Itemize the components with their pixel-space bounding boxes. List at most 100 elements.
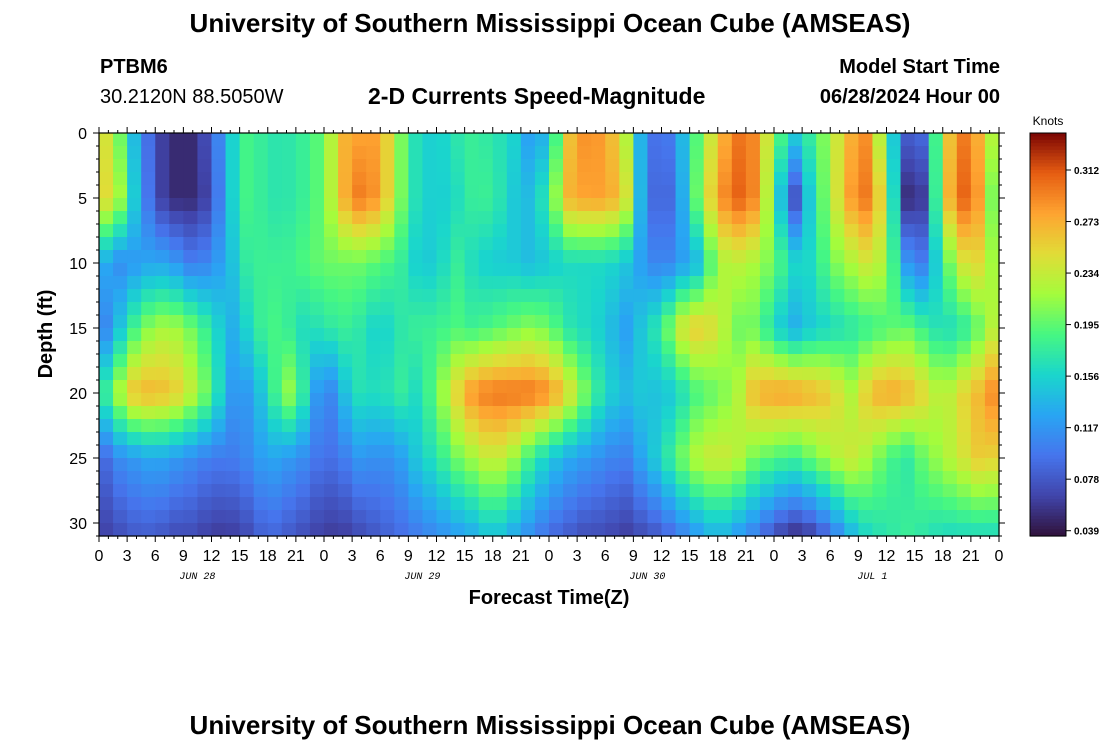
heatmap-cell [183,250,199,264]
heatmap-cell [970,510,986,524]
heatmap-cell [858,224,874,238]
heatmap-cell [506,250,522,264]
heatmap-cell [633,497,649,511]
heatmap-cell [830,289,845,303]
heatmap-cell [703,432,719,446]
colorbar-swatch [1030,378,1066,383]
heatmap-cell [225,237,241,251]
colorbar-swatch [1030,146,1066,151]
heatmap-cell [534,172,550,186]
heatmap-cell [633,328,649,342]
heatmap-cell [844,263,859,277]
heatmap-cell [211,250,227,264]
heatmap-cell [366,458,381,472]
heatmap-cell [295,211,311,225]
heatmap-cell [450,289,466,303]
heatmap-cell [464,419,480,433]
heatmap-cell [942,458,958,472]
day-label: JUN 28 [179,572,215,583]
heatmap-cell [267,224,283,238]
heatmap-cell [127,263,142,277]
heatmap-cell [380,445,395,459]
heatmap-cell [788,185,803,199]
heatmap-cell [619,328,634,342]
heatmap-cell [169,289,184,303]
heatmap-cell [577,159,592,173]
heatmap-cell [942,328,958,342]
heatmap-cell [563,523,578,537]
colorbar-swatch [1030,183,1066,188]
heatmap-cell [141,328,156,342]
heatmap-cell [605,471,620,485]
heatmap-cell [970,458,986,472]
heatmap-cell [183,484,199,498]
heatmap-cell [731,289,747,303]
day-label: JUN 30 [629,572,665,583]
heatmap-cell [183,354,199,368]
heatmap-cell [141,471,156,485]
heatmap-cell [520,133,536,147]
heatmap-cell [281,237,297,251]
heatmap-cell [506,484,522,498]
heatmap-cell [478,250,494,264]
x-tick-label: 9 [854,548,863,565]
model-start-value: 06/28/2024 Hour 00 [819,86,1000,108]
heatmap-cell [183,497,199,511]
heatmap-cell [802,497,817,511]
heatmap-cell [380,263,395,277]
heatmap-cell [577,341,592,355]
heatmap-cell [942,133,958,147]
heatmap-cell [717,328,733,342]
heatmap-cell [900,393,916,407]
heatmap-cell [267,211,283,225]
heatmap-cell [366,367,381,381]
heatmap-cell [563,445,578,459]
heatmap-cell [647,393,663,407]
heatmap-cell [675,159,691,173]
heatmap-cell [422,354,438,368]
heatmap-cell [577,328,592,342]
heatmap-cell [338,224,353,238]
heatmap-cell [309,432,325,446]
heatmap-cell [788,484,803,498]
heatmap-cell [830,263,845,277]
heatmap-cell [900,315,916,329]
heatmap-cell [703,367,719,381]
heatmap-cell [872,406,888,420]
heatmap-cell [478,341,494,355]
heatmap-cell [394,432,409,446]
heatmap-cell [591,250,606,264]
heatmap-cell [731,432,747,446]
heatmap-cell [731,159,747,173]
colorbar-swatch [1030,358,1066,362]
heatmap-cell [436,523,452,537]
heatmap-cell [169,224,184,238]
heatmap-cell [984,419,1000,433]
heatmap-cell [492,523,508,537]
heatmap-cell [211,328,227,342]
heatmap-cell [155,510,170,524]
heatmap-cell [675,185,691,199]
heatmap-cell [239,367,255,381]
heatmap-cell [745,367,761,381]
heatmap-cell [394,185,409,199]
heatmap-cell [338,328,353,342]
heatmap-cell [830,471,845,485]
heatmap-cell [478,510,494,524]
heatmap-cell [380,133,395,147]
heatmap-cell [872,458,888,472]
heatmap-cell [844,393,859,407]
heatmap-cell [239,276,255,290]
heatmap-cell [309,523,325,537]
heatmap-cell [338,445,353,459]
colorbar-swatch [1030,351,1066,356]
heatmap-cell [605,276,620,290]
colorbar-swatch [1030,237,1066,242]
heatmap-cell [113,198,128,212]
heatmap-cell [647,341,663,355]
heatmap-cell [633,523,649,537]
heatmap-cell [225,458,241,472]
heatmap-cell [647,471,663,485]
heatmap-cell [731,198,747,212]
heatmap-cell [633,133,649,147]
